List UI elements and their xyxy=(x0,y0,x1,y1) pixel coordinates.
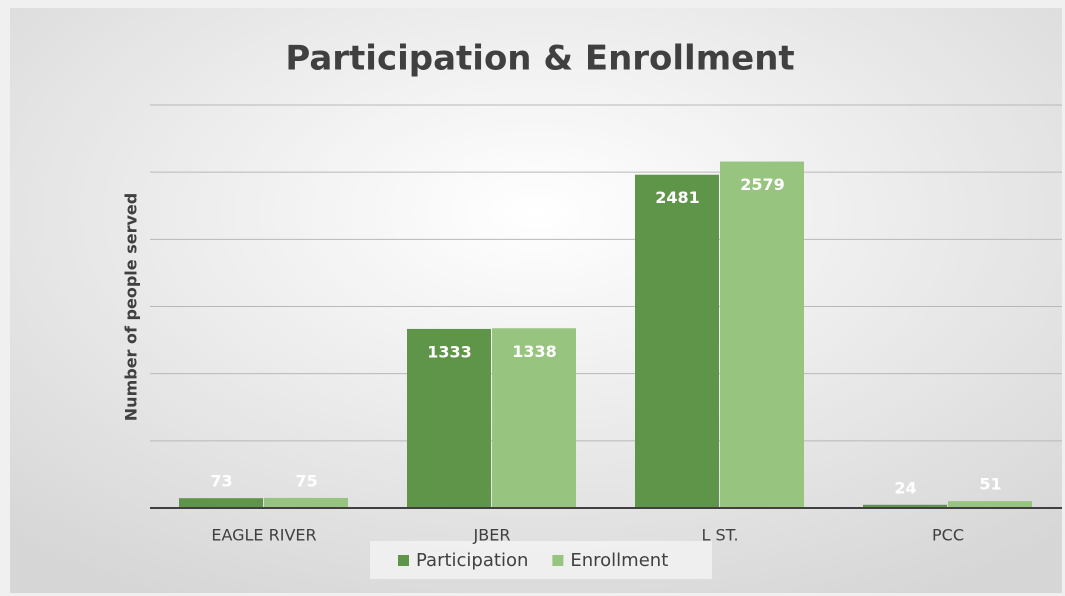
legend-label: Enrollment xyxy=(570,550,668,571)
legend-swatch xyxy=(552,555,564,566)
y-axis-label: Number of people served xyxy=(122,193,141,421)
data-label: 51 xyxy=(979,475,1001,494)
bar xyxy=(948,501,1032,508)
bar xyxy=(492,328,576,508)
bar xyxy=(179,498,263,508)
x-tick-label: L ST. xyxy=(701,526,738,545)
bar xyxy=(407,328,491,508)
chart-title: Participation & Enrollment xyxy=(285,39,794,79)
legend-label: Participation xyxy=(416,550,528,571)
bar xyxy=(720,161,804,509)
data-label: 2481 xyxy=(655,188,700,207)
bar xyxy=(264,497,348,508)
legend-swatch xyxy=(398,555,409,566)
data-label: 1338 xyxy=(512,342,557,361)
legend-box xyxy=(370,541,712,579)
x-tick-label: EAGLE RIVER xyxy=(211,526,316,545)
x-tick-label: PCC xyxy=(932,526,964,545)
data-label: 73 xyxy=(210,472,232,491)
data-label: 2579 xyxy=(740,175,785,194)
data-label: 1333 xyxy=(427,342,472,361)
bar xyxy=(635,174,719,508)
data-label: 24 xyxy=(894,478,916,497)
bar xyxy=(863,504,947,508)
data-label: 75 xyxy=(295,471,317,490)
x-tick-label: JBER xyxy=(473,526,511,545)
